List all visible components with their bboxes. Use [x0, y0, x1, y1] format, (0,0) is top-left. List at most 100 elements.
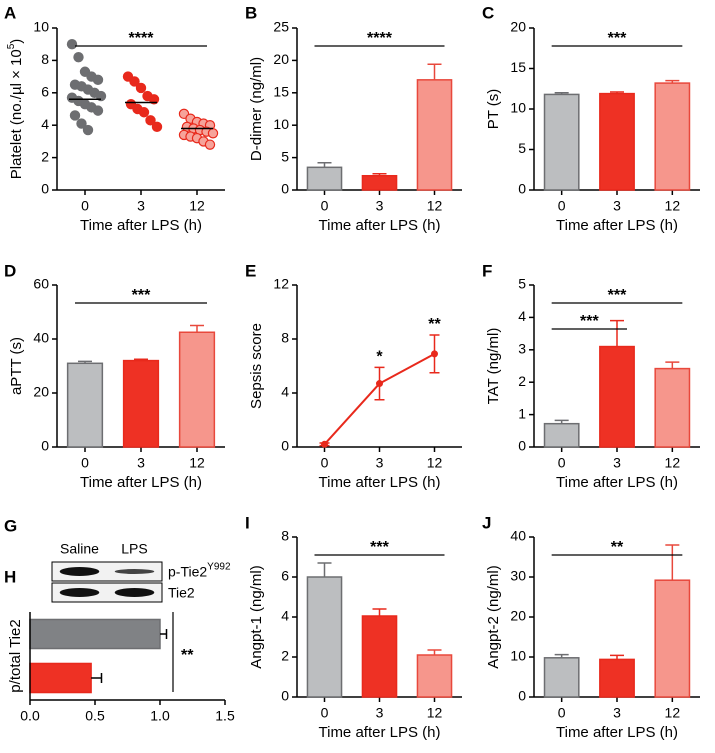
bar: [654, 579, 691, 698]
y-axis-label: p/total Tie2: [7, 619, 24, 692]
x-tick-label: 0: [81, 198, 89, 214]
x-axis-label: Time after LPS (h): [319, 724, 441, 741]
bar: [416, 654, 453, 698]
data-point: [95, 90, 107, 102]
y-tick-label: 10: [33, 19, 49, 35]
y-tick-label: 4: [518, 308, 526, 324]
x-tick-label: 0.0: [20, 708, 40, 724]
blot-strip: [51, 582, 163, 603]
error-bar: [427, 63, 442, 80]
x-tick-label: 3: [137, 198, 145, 214]
data-point: [129, 76, 140, 87]
y-tick-label: 0: [41, 181, 49, 197]
y-tick-label: 0: [518, 181, 526, 197]
y-axis-label: aPTT (s): [8, 337, 25, 395]
bar: [599, 92, 635, 191]
bar: [29, 618, 161, 650]
data-point: [431, 350, 438, 358]
blot-band: [59, 567, 100, 576]
significance-label: ***: [580, 313, 599, 330]
y-axis-label-text: Sepsis score: [248, 323, 265, 409]
x-tick-label: 0: [321, 198, 329, 214]
y-tick-label: 12: [273, 276, 289, 292]
data-point: [138, 107, 150, 118]
x-tick-label: 3: [613, 455, 621, 471]
data-point: [321, 440, 328, 448]
significance-label: **: [611, 539, 624, 556]
y-axis-label-sup: 5: [6, 43, 17, 49]
panel-letter: F: [482, 261, 492, 280]
row-label: Tie2: [168, 584, 195, 600]
data-point: [204, 139, 216, 150]
y-axis-label-text: PT (s): [485, 89, 502, 130]
row-label-sup: Y992: [207, 561, 231, 572]
y-tick-label: 20: [273, 51, 289, 67]
y-axis-label-text: TAT (ng/ml): [485, 328, 502, 405]
y-tick-label: 15: [273, 84, 289, 100]
y-axis-label-text: Platelet (no./µl × 10: [8, 49, 25, 179]
x-tick-label: 12: [427, 705, 443, 721]
x-tick-label: 0: [558, 455, 566, 471]
y-axis-label-text: D-dimer (ng/ml): [248, 57, 265, 161]
data-point: [145, 115, 156, 126]
y-tick-label: 0: [281, 688, 289, 704]
x-axis-label: Time after LPS (h): [319, 217, 441, 234]
bar: [599, 658, 635, 698]
y-tick-label: 6: [281, 568, 289, 584]
y-axis-label: Sepsis score: [248, 323, 265, 409]
x-axis-label: Time after LPS (h): [556, 724, 678, 741]
y-tick-label: 5: [281, 148, 289, 164]
x-tick-label: 12: [189, 198, 205, 214]
lane-label: Saline: [60, 541, 99, 557]
panel-letter: G: [4, 516, 17, 535]
y-tick-label: 30: [510, 568, 526, 584]
y-tick-label: 40: [33, 330, 49, 346]
y-tick-label: 0: [518, 688, 526, 704]
x-tick-label: 0: [558, 198, 566, 214]
error-bar: [317, 562, 332, 577]
significance-label: **: [181, 647, 194, 664]
significance-label: ****: [367, 30, 393, 47]
y-tick-label: 0: [518, 438, 526, 454]
y-tick-label: 0: [281, 181, 289, 197]
y-axis-label: Angpt-1 (ng/ml): [248, 565, 265, 668]
y-tick-label: 0: [41, 438, 49, 454]
blot-strip: [51, 561, 163, 582]
bar: [543, 657, 580, 698]
y-tick-label: 8: [281, 528, 289, 544]
data-point: [151, 121, 163, 133]
data-point: [69, 110, 81, 121]
x-tick-label: 12: [665, 198, 681, 214]
y-axis-label: PT (s): [485, 89, 502, 130]
y-tick-label: 10: [510, 100, 526, 116]
error-bar: [665, 361, 680, 369]
bar: [654, 367, 691, 448]
y-tick-label: 10: [510, 648, 526, 664]
panel-letter: B: [245, 3, 257, 22]
data-point: [207, 128, 219, 139]
panel-letter: I: [245, 513, 250, 532]
bar: [306, 576, 343, 698]
y-tick-label: 1: [518, 405, 526, 421]
y-axis-label: TAT (ng/ml): [485, 328, 502, 405]
bar: [543, 422, 580, 448]
x-tick-label: 12: [665, 455, 681, 471]
x-tick-label: 0: [321, 455, 329, 471]
data-point: [135, 82, 147, 94]
lane-label: LPS: [121, 541, 147, 557]
bar: [654, 82, 691, 191]
y-tick-label: 4: [41, 116, 49, 132]
x-axis-label: Time after LPS (h): [556, 474, 678, 491]
x-tick-label: 3: [613, 705, 621, 721]
x-tick-label: 0: [321, 705, 329, 721]
data-point: [376, 380, 383, 388]
x-axis-label: Time after LPS (h): [319, 474, 441, 491]
bar: [122, 359, 160, 448]
y-axis-label-text: Angpt-2 (ng/ml): [485, 565, 502, 668]
y-tick-label: 25: [273, 19, 289, 35]
significance-label: ***: [608, 30, 627, 47]
significance-label: ***: [608, 287, 627, 304]
y-tick-label: 5: [518, 140, 526, 156]
significance-label: *: [376, 349, 383, 366]
x-axis-label: Time after LPS (h): [556, 217, 678, 234]
